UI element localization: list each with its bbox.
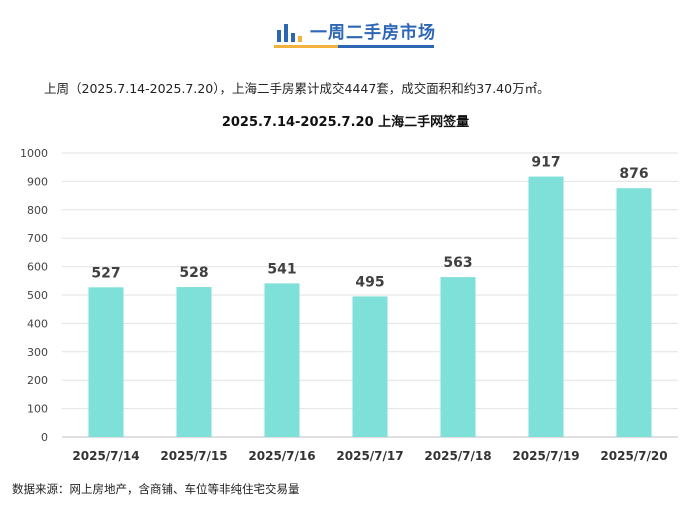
data-label: 495: [355, 274, 384, 290]
y-tick-label: 1000: [20, 147, 48, 160]
x-tick-label: 2025/7/15: [160, 449, 227, 463]
title-underline: [274, 45, 434, 48]
x-tick-label: 2025/7/16: [248, 449, 315, 463]
section-title: 一周二手房市场: [310, 23, 436, 43]
bar: [88, 287, 124, 437]
y-tick-label: 100: [27, 403, 48, 416]
summary-text: 上周（2025.7.14-2025.7.20），上海二手房累计成交4447套，成…: [44, 81, 550, 96]
data-label: 917: [531, 155, 560, 171]
y-tick-label: 200: [27, 374, 48, 387]
data-label: 541: [267, 261, 296, 277]
bar: [264, 283, 300, 437]
bar: [616, 188, 652, 437]
data-label: 876: [619, 166, 648, 182]
bar: [176, 287, 212, 437]
section-header: 一周二手房市场: [0, 14, 691, 54]
y-tick-label: 700: [27, 232, 48, 245]
x-tick-label: 2025/7/18: [424, 449, 491, 463]
chart-title: 2025.7.14-2025.7.20 上海二手网签量: [221, 115, 470, 130]
bar: [352, 296, 388, 437]
y-tick-label: 500: [27, 289, 48, 302]
y-tick-label: 900: [27, 175, 48, 188]
x-tick-label: 2025/7/17: [336, 449, 403, 463]
bar: [440, 277, 476, 437]
data-label: 527: [91, 265, 120, 281]
y-tick-label: 600: [27, 261, 48, 274]
source-note: 数据来源：网上房地产，含商铺、车位等非纯住宅交易量: [12, 482, 300, 496]
x-tick-label: 2025/7/19: [512, 449, 579, 463]
x-tick-label: 2025/7/14: [72, 449, 139, 463]
data-label: 563: [443, 255, 472, 271]
y-tick-label: 300: [27, 346, 48, 359]
y-tick-label: 0: [41, 431, 48, 444]
y-tick-label: 400: [27, 317, 48, 330]
data-label: 528: [179, 265, 208, 281]
bar: [528, 176, 564, 437]
y-tick-label: 800: [27, 204, 48, 217]
bar-chart-icon: [277, 24, 302, 42]
x-tick-label: 2025/7/20: [600, 449, 667, 463]
